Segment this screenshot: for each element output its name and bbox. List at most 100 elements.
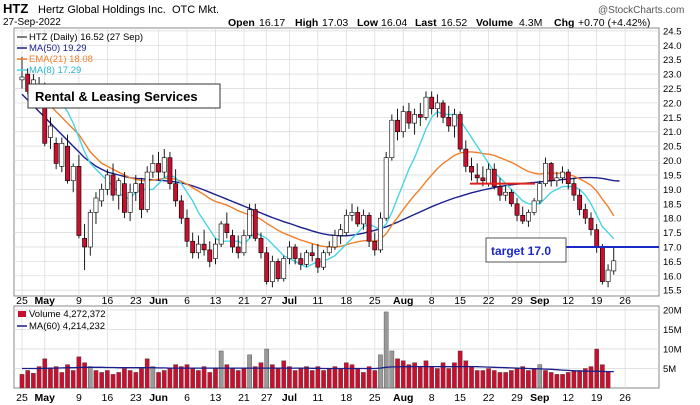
candle-body — [440, 102, 446, 118]
candle-body — [360, 215, 366, 225]
volume-bar — [361, 372, 366, 389]
x-tick-label: Jul — [282, 295, 297, 307]
price-tick-label: 15.5 — [663, 286, 682, 297]
candle-body — [343, 215, 349, 233]
legend-main: HTZ (Daily) 16.52 (27 Sep) — [29, 32, 143, 43]
price-tick-label: 16.0 — [663, 271, 682, 282]
volume-bar — [99, 372, 104, 389]
volume-bar — [235, 370, 241, 389]
chart-date: 27-Sep-2022 — [3, 17, 61, 28]
volume-x-tick-label: May — [35, 392, 56, 404]
volume-bar — [224, 364, 230, 389]
volume-x-tick-label: 18 — [340, 392, 352, 404]
volume-bar — [338, 368, 343, 389]
candle-body — [304, 252, 309, 265]
volume-bar — [531, 368, 537, 389]
volume-bar — [372, 370, 378, 389]
volume-bar — [82, 362, 87, 389]
volume-bar — [53, 366, 59, 389]
volume-x-tick-label: 9 — [76, 392, 82, 404]
candle-body — [104, 174, 110, 190]
volume-bar — [161, 370, 167, 389]
target-box: target 17.0 — [485, 237, 567, 263]
candle-body — [59, 142, 65, 167]
volume-bar — [469, 366, 474, 389]
volume-bar — [207, 372, 213, 389]
candle-body — [434, 102, 440, 109]
volume-tick-label: 10M — [663, 345, 682, 356]
candle-body — [349, 212, 355, 216]
candle-body — [281, 258, 287, 280]
volume-x-tick-label: 11 — [312, 392, 323, 404]
candle-body — [65, 145, 70, 182]
volume-x-tick-label: Jul — [282, 392, 297, 404]
volume-bar — [537, 364, 543, 389]
volume-bar — [446, 368, 452, 389]
candle-body — [508, 191, 514, 205]
candle-body — [213, 243, 218, 259]
volume-bar — [150, 366, 156, 389]
volume-bar — [93, 370, 99, 389]
candle-body — [241, 235, 247, 254]
x-tick-label: 12 — [562, 295, 574, 307]
x-tick-label: 19 — [591, 295, 603, 307]
price-tick-label: 21.5 — [663, 113, 682, 124]
x-tick-label: 8 — [429, 295, 435, 307]
candle-body — [133, 183, 139, 193]
volume-bar — [463, 360, 469, 389]
x-tick-label: 23 — [130, 295, 142, 307]
volume-tick-label: 5M — [663, 364, 676, 375]
volume-bar — [548, 372, 554, 389]
volume-bar — [514, 368, 520, 389]
candle-body — [594, 229, 600, 248]
candle-body — [514, 203, 520, 216]
candle-body — [446, 117, 452, 127]
candle-body — [218, 223, 224, 245]
legend-volume: Volume 4,272,372 — [29, 309, 106, 320]
x-tick-label: 16 — [102, 295, 114, 307]
candle-body — [463, 148, 469, 167]
candle-body — [537, 183, 543, 202]
chg-label: Chg — [554, 17, 574, 29]
candle-body — [469, 166, 474, 173]
x-tick-label: 26 — [619, 295, 631, 307]
candle-body — [582, 209, 588, 219]
volume-bar — [105, 370, 110, 389]
price-tick-label: 17.0 — [663, 243, 682, 254]
x-tick-label: 25 — [369, 295, 381, 307]
volume-bar — [218, 350, 224, 389]
ticker-symbol: HTZ — [3, 1, 28, 16]
volume-bar — [344, 362, 349, 389]
volume-bar — [366, 366, 372, 389]
candle-body — [184, 217, 190, 242]
candle-body — [338, 229, 344, 236]
x-tick-label: Sep — [530, 295, 549, 307]
volume-tick-label: 15M — [663, 325, 682, 336]
volume-bar — [196, 370, 201, 389]
candle-body — [201, 243, 207, 251]
volume-bar — [65, 364, 70, 389]
candle-body — [497, 186, 503, 196]
volume-x-tick-label: 22 — [483, 392, 495, 404]
candle-body — [207, 249, 213, 262]
price-tick-label: 23.5 — [663, 55, 682, 66]
candle-body — [548, 163, 554, 182]
candle-body — [116, 180, 122, 196]
ema21-line — [49, 105, 615, 248]
volume-bar — [70, 370, 76, 389]
candle-body — [554, 177, 560, 182]
volume-bar — [503, 372, 508, 389]
price-tick-label: 20.5 — [663, 142, 682, 153]
candle-body — [400, 111, 406, 133]
volume-legend: Volume 4,272,372 MA(60) 4,214,232 — [17, 309, 106, 332]
volume-bar — [258, 362, 264, 389]
volume-bar — [247, 354, 252, 389]
candle-body — [53, 142, 59, 164]
candle-body — [150, 163, 156, 173]
x-tick-label: 13 — [210, 295, 222, 307]
volume-bar — [287, 366, 292, 389]
volume-bar — [452, 362, 457, 389]
volume-bar — [583, 368, 588, 389]
volume-bar — [395, 358, 400, 389]
x-tick-label: Aug — [393, 295, 413, 307]
